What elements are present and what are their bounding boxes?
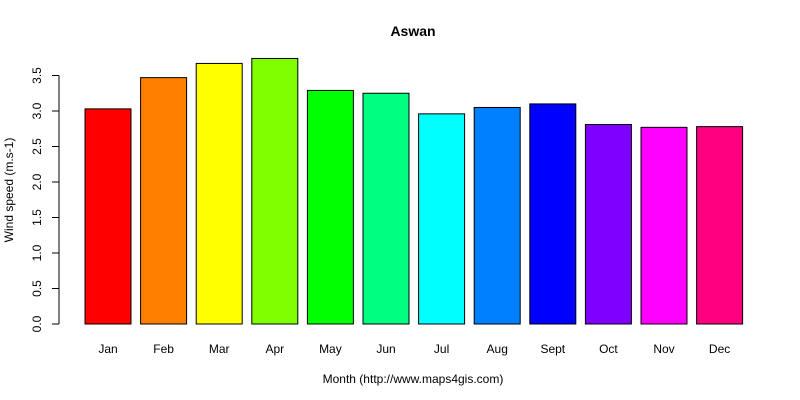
bar-jun (362, 92, 410, 325)
bars-group (84, 57, 744, 325)
bar-jan (84, 108, 132, 325)
chart-title: Aswan (390, 23, 435, 39)
bar-feb (140, 77, 188, 325)
bar-jul (418, 113, 466, 325)
bar-sept (529, 103, 577, 325)
bar-aug (473, 106, 521, 325)
y-tick-label: 2.0 (30, 173, 44, 190)
x-tick-label: Jul (434, 342, 449, 356)
x-tick-label: Nov (653, 342, 674, 356)
y-tick-label: 1.0 (30, 244, 44, 261)
bar-may (306, 89, 354, 325)
y-tick-label: 0.5 (30, 280, 44, 297)
y-tick-label: 0.0 (30, 315, 44, 332)
x-tick-label: Mar (209, 342, 230, 356)
y-tick-label: 2.5 (30, 138, 44, 155)
x-axis-label: Month (http://www.maps4gis.com) (323, 372, 504, 386)
bar-mar (195, 62, 243, 325)
y-tick-label: 3.5 (30, 67, 44, 84)
x-tick-label: Dec (709, 342, 730, 356)
y-axis: 0.0 0.5 1.0 1.5 2.0 2.5 3.0 3.5 (30, 67, 60, 332)
x-tick-label: Jan (98, 342, 117, 356)
bar-nov (640, 126, 688, 325)
y-tick-label: 1.5 (30, 209, 44, 226)
x-tick-label: Apr (265, 342, 284, 356)
x-tick-label: Jun (376, 342, 395, 356)
x-tick-label: Aug (487, 342, 508, 356)
x-tick-label: Sept (540, 342, 565, 356)
x-tick-label: Oct (599, 342, 618, 356)
y-axis-label: Wind speed (m.s-1) (2, 138, 16, 243)
bar-dec (696, 126, 744, 325)
bar-apr (251, 57, 299, 325)
y-tick-label: 3.0 (30, 102, 44, 119)
x-tick-labels: Jan Feb Mar Apr May Jun Jul Aug Sept Oct Nov Dec (98, 342, 730, 356)
x-tick-label: May (319, 342, 342, 356)
x-tick-label: Feb (153, 342, 174, 356)
bar-oct (584, 123, 632, 325)
